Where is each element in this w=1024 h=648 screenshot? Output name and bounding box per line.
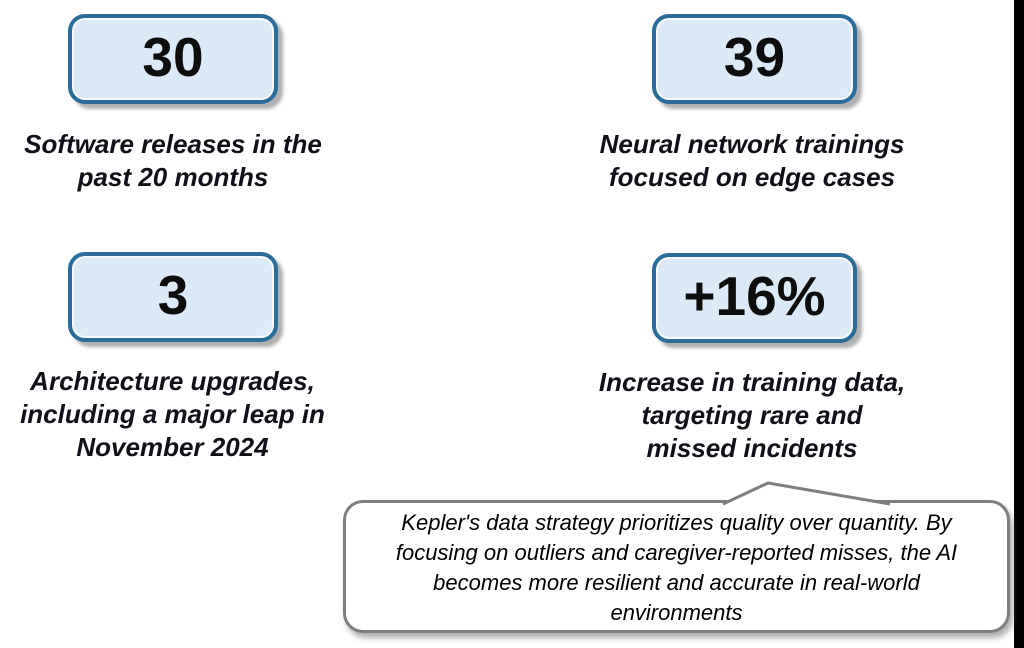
screen-edge-corner [1014, 638, 1024, 648]
stat-value: +16% [683, 264, 826, 327]
stat-caption-network-trainings: Neural network trainings focused on edge… [599, 129, 905, 192]
stat-caption-training-data-increase: Increase in training data, targeting rar… [598, 367, 906, 463]
stat-value: 30 [142, 25, 204, 88]
stat-value: 39 [723, 25, 786, 88]
stat-caption-architecture-upgrades: Architecture upgrades, including a major… [20, 366, 325, 462]
stat-box-architecture-upgrades: 3 [68, 252, 278, 342]
stat-box-network-trainings: 39 [652, 14, 857, 104]
callout-text: Kepler's data strategy prioritizes quali… [395, 510, 958, 625]
stat-box-training-data-increase: +16% [652, 253, 857, 343]
stat-box-software-releases: 30 [68, 14, 278, 104]
callout-bubble: Kepler's data strategy prioritizes quali… [343, 500, 1010, 633]
stat-value: 3 [157, 263, 189, 326]
callout-tail-pointer [722, 481, 891, 506]
screen-edge-right [1014, 0, 1024, 648]
stat-caption-software-releases: Software releases in the past 20 months [24, 129, 322, 192]
